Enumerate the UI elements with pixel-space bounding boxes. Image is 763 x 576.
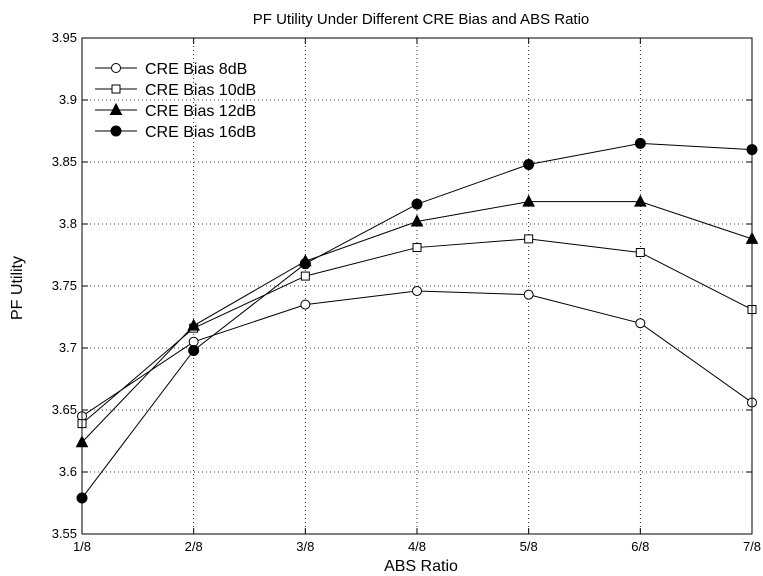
- data-point: [410, 214, 424, 227]
- data-point: [188, 344, 200, 356]
- data-point: [634, 194, 647, 207]
- data-point: [635, 248, 645, 258]
- series-3: [75, 194, 759, 448]
- data-point: [299, 258, 311, 270]
- x-tick-label: 1/8: [73, 539, 91, 554]
- data-point: [300, 299, 311, 310]
- y-tick-label: 3.95: [52, 30, 77, 45]
- legend-marker: [111, 84, 121, 94]
- data-point: [411, 198, 423, 210]
- legend-item: CRE Bias 12dB: [95, 102, 256, 120]
- y-tick-label: 3.9: [59, 92, 77, 107]
- data-point: [524, 234, 534, 244]
- x-tick-label: 3/8: [296, 539, 314, 554]
- legend: CRE Bias 8dB CRE Bias 10dB CRE Bias 12dB CR…: [95, 61, 256, 141]
- y-tick-label: 3.8: [59, 216, 77, 231]
- series-layer: [75, 137, 759, 504]
- series-4: [76, 137, 758, 504]
- data-point: [412, 243, 422, 253]
- x-axis-label: ABS Ratio: [384, 558, 458, 575]
- x-tick-label: 6/8: [631, 539, 649, 554]
- x-tick-label: 5/8: [520, 539, 538, 554]
- legend-item: CRE Bias 16dB: [95, 124, 256, 141]
- x-tick-label: 7/8: [743, 539, 761, 554]
- y-tick-label: 3.6: [59, 464, 77, 479]
- y-tick-label: 3.75: [52, 278, 77, 293]
- legend-marker: [109, 102, 123, 115]
- plot-frame: [81, 37, 753, 535]
- data-point: [188, 336, 199, 347]
- y-axis-label: PF Utility: [9, 256, 26, 320]
- y-tick-label: 3.55: [52, 526, 77, 541]
- legend-marker: [111, 63, 121, 73]
- data-point: [635, 318, 646, 329]
- legend-item: CRE Bias 10dB: [95, 82, 256, 99]
- data-point: [522, 194, 535, 207]
- data-point: [523, 289, 534, 300]
- y-tick-label: 3.65: [52, 402, 77, 417]
- legend-marker: [110, 125, 122, 137]
- data-point: [634, 137, 646, 149]
- legend-label: CRE Bias 16dB: [145, 124, 256, 141]
- x-tick-label: 2/8: [185, 539, 203, 554]
- x-tick-label: 4/8: [408, 539, 426, 554]
- series-line: [81, 142, 753, 499]
- chart-title: PF Utility Under Different CRE Bias and …: [253, 11, 590, 28]
- data-point: [300, 271, 310, 281]
- data-point: [523, 158, 535, 170]
- y-tick-label: 3.85: [52, 154, 77, 169]
- data-point: [187, 318, 200, 331]
- axes: 3.55 3.6 3.65 3.7 3.75 3.8 3.85 3.9 3.95 1/8 2/8 3/…: [52, 30, 761, 554]
- series-line: [81, 290, 753, 417]
- legend-label: CRE Bias 10dB: [145, 82, 256, 99]
- legend-label: CRE Bias 12dB: [145, 103, 256, 120]
- legend-label: CRE Bias 8dB: [145, 61, 247, 78]
- legend-item: CRE Bias 8dB: [95, 61, 247, 78]
- data-point: [412, 285, 422, 296]
- y-tick-label: 3.7: [59, 340, 77, 355]
